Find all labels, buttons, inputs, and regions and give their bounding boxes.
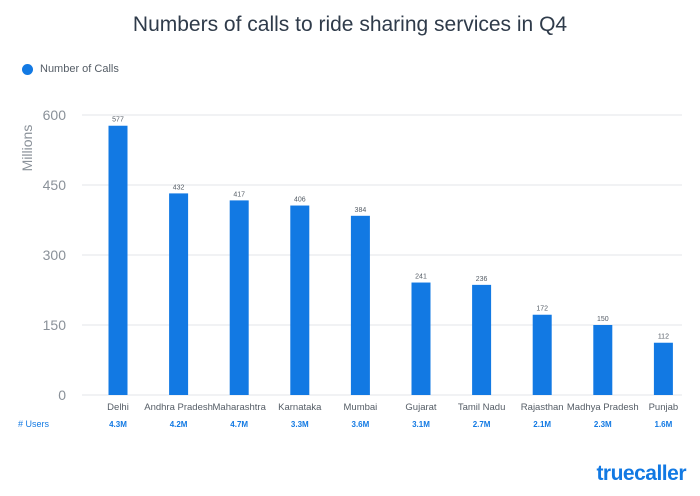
- y-tick-label: 450: [43, 177, 67, 193]
- users-label: # Users: [18, 419, 50, 429]
- y-tick-label: 0: [58, 387, 66, 403]
- x-tick-label: Tamil Nadu: [458, 402, 506, 413]
- bar: [229, 200, 249, 395]
- x-tick-label: Andhra Pradesh: [144, 402, 213, 413]
- user-count: 4.7M: [230, 420, 248, 429]
- bar: [411, 282, 431, 395]
- data-label: 406: [294, 197, 306, 204]
- data-label: 432: [173, 184, 185, 191]
- user-count: 3.6M: [352, 420, 370, 429]
- data-label: 417: [233, 191, 245, 198]
- user-count: 2.3M: [594, 420, 612, 429]
- data-label: 172: [536, 306, 548, 313]
- x-tick-label: Delhi: [107, 402, 129, 413]
- legend-marker: [22, 63, 33, 75]
- x-tick-label: Karnataka: [278, 402, 322, 413]
- user-count: 1.6M: [655, 420, 673, 429]
- y-tick-label: 300: [43, 247, 67, 263]
- legend-label: Number of Calls: [40, 63, 119, 75]
- x-tick-label: Madhya Pradesh: [567, 402, 639, 413]
- bar: [290, 205, 310, 395]
- bar: [532, 314, 552, 395]
- x-tick-label: Mumbai: [344, 402, 378, 413]
- x-tick-label: Rajasthan: [521, 402, 564, 413]
- bar: [593, 325, 613, 395]
- x-tick-label: Maharashtra: [213, 402, 267, 413]
- y-tick-label: 150: [43, 317, 67, 333]
- data-label: 577: [112, 117, 124, 124]
- bar: [169, 193, 189, 395]
- user-count: 4.2M: [170, 420, 188, 429]
- user-count: 4.3M: [109, 420, 127, 429]
- x-tick-label: Gujarat: [405, 402, 437, 413]
- legend[interactable]: Number of Calls: [22, 63, 119, 75]
- truecaller-logo: truecaller: [596, 462, 686, 485]
- user-count: 3.1M: [412, 420, 430, 429]
- plot-area: 0 150 300 450 600 577 Delhi 4.3M 432 Andhra Prade…: [43, 107, 682, 429]
- bar: [350, 215, 370, 395]
- data-label: 241: [415, 274, 427, 281]
- bar: [653, 342, 673, 395]
- data-label: 384: [355, 207, 367, 214]
- x-tick-label: Punjab: [649, 402, 679, 413]
- data-label: 112: [658, 334, 669, 341]
- data-label: 150: [597, 316, 609, 323]
- chart-title: Numbers of calls to ride sharing service…: [132, 13, 568, 36]
- data-label: 236: [476, 276, 488, 283]
- bar: [108, 125, 128, 395]
- user-count: 2.1M: [533, 420, 551, 429]
- bar: [472, 284, 492, 395]
- y-tick-label: 600: [43, 107, 67, 123]
- user-count: 3.3M: [291, 420, 309, 429]
- user-count: 2.7M: [473, 420, 491, 429]
